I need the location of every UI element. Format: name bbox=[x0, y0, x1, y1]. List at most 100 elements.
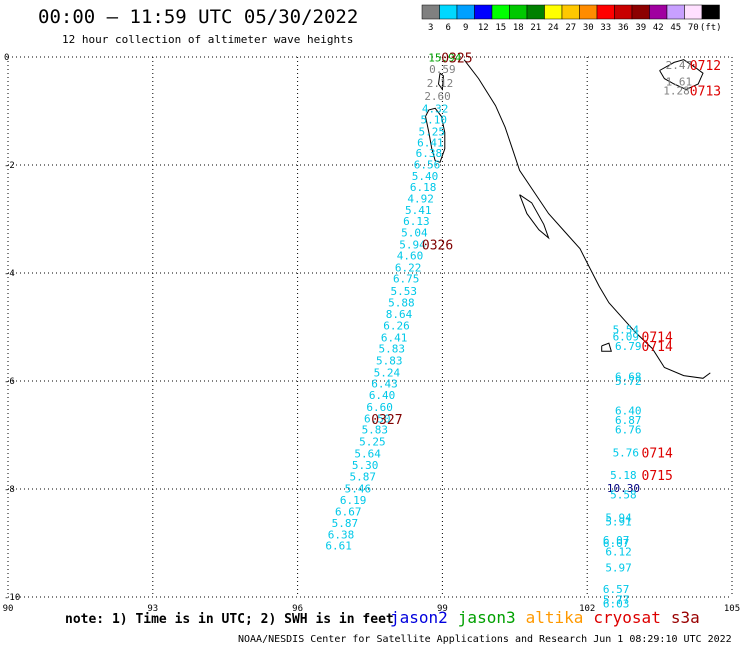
wave-height-label: 2.47 bbox=[666, 59, 693, 72]
wave-height-label: 5.72 bbox=[615, 375, 642, 388]
map-grid bbox=[7, 56, 733, 598]
wave-height-label: 1.61 bbox=[666, 75, 693, 88]
wave-height-label: 5.04 bbox=[401, 227, 428, 240]
wave-height-label: 5.25 bbox=[419, 126, 446, 139]
colorbar-label: 21 bbox=[530, 23, 541, 33]
wave-height-label: 6.07 bbox=[603, 534, 630, 547]
colorbar-swatch bbox=[456, 4, 475, 20]
wave-height-label: 10.30 bbox=[607, 482, 640, 495]
pass-time-label: 0715 bbox=[642, 469, 673, 484]
wave-height-label: 6.26 bbox=[383, 319, 410, 332]
colorbar-swatch bbox=[649, 4, 668, 20]
wave-height-label: 5.87 bbox=[332, 517, 359, 530]
wave-height-label: 4.92 bbox=[407, 192, 434, 205]
colorbar-label: 6 bbox=[446, 23, 451, 33]
wave-height-label: 5.10 bbox=[420, 114, 447, 127]
colorbar-swatch bbox=[596, 4, 615, 20]
wave-height-label: 5.94 bbox=[399, 238, 426, 251]
footer-note: note: 1) Time is in UTC; 2) SWH is in fe… bbox=[65, 612, 394, 627]
wave-height-label: 6.40 bbox=[369, 389, 396, 402]
coastline-segment bbox=[519, 194, 550, 240]
wave-height-label: 6.38 bbox=[416, 147, 443, 160]
wave-height-label: 5.94 bbox=[605, 512, 632, 525]
colorbar-label: 15 bbox=[495, 23, 506, 33]
colorbar-label: 3 bbox=[428, 23, 433, 33]
colorbar-swatch bbox=[614, 4, 633, 20]
wave-height-label: 6.40 bbox=[615, 405, 642, 418]
wave-height-label: 6.87 bbox=[615, 414, 642, 427]
wave-height-label: 6.43 bbox=[371, 378, 398, 391]
colorbar-label: 24 bbox=[548, 23, 559, 33]
y-tick-label: -4 bbox=[4, 269, 15, 279]
pass-time-label: 0712 bbox=[690, 59, 721, 74]
wave-height-label: 5.64 bbox=[354, 447, 381, 460]
x-tick-label: 105 bbox=[724, 604, 740, 614]
wave-height-label: 5.18 bbox=[610, 469, 637, 482]
wave-height-label: 5.40 bbox=[412, 170, 439, 183]
colorbar-label: 70 bbox=[688, 23, 699, 33]
satellite-legend-s3a: s3a bbox=[670, 608, 700, 627]
wave-height-label: 6.41 bbox=[417, 136, 444, 149]
satellite-legend-jason3: jason3 bbox=[457, 608, 516, 627]
colorbar-swatch bbox=[491, 4, 510, 20]
chart-subtitle: 12 hour collection of altimeter wave hei… bbox=[62, 33, 354, 46]
wave-height-label: 6.12 bbox=[605, 546, 632, 559]
satellite-legend-cryosat: cryosat bbox=[593, 608, 661, 627]
coastline-segment bbox=[601, 342, 612, 352]
wave-height-label: 5.83 bbox=[362, 424, 389, 437]
wave-height-label: 5.83 bbox=[376, 354, 403, 367]
coastline-segment bbox=[437, 72, 444, 91]
satellite-legend-altika: altika bbox=[525, 608, 584, 627]
wave-height-label: 6.03 bbox=[603, 597, 630, 610]
wave-height-label: 6.22 bbox=[395, 262, 422, 275]
pass-time-label: 0713 bbox=[690, 84, 721, 99]
wave-height-label: 4.60 bbox=[397, 250, 424, 263]
pass-time-label: 0714 bbox=[642, 340, 673, 355]
colorbar-swatch bbox=[666, 4, 685, 20]
colorbar-swatch bbox=[701, 4, 720, 20]
pass-time-label: 0327 bbox=[371, 413, 402, 428]
colorbar-swatch bbox=[579, 4, 598, 20]
satellite-legend-jason2: jason2 bbox=[390, 608, 448, 627]
colorbar-label: 36 bbox=[618, 23, 629, 33]
wave-height-label: 2.60 bbox=[424, 90, 451, 103]
wave-height-label: 1.28 bbox=[663, 84, 690, 97]
wave-height-label: 6.07 bbox=[603, 537, 630, 550]
wave-height-label: 5.25 bbox=[359, 435, 386, 448]
colorbar-label: 33 bbox=[600, 23, 611, 33]
wave-height-label: 6.09 bbox=[613, 331, 640, 344]
wave-height-label: 6.19 bbox=[340, 494, 367, 507]
colorbar-swatch bbox=[421, 4, 440, 20]
colorbar-swatch bbox=[509, 4, 528, 20]
wave-height-label: 5.77 bbox=[603, 594, 630, 607]
wave-height-tracks: 15.940.592.122.604.325.105.256.416.386.5… bbox=[325, 52, 692, 611]
coastline-segment bbox=[659, 59, 704, 90]
pass-time-label: 0326 bbox=[422, 238, 453, 253]
coastline-segment bbox=[425, 107, 446, 163]
wave-height-label: 5.58 bbox=[610, 488, 637, 501]
wave-height-label: 6.57 bbox=[603, 583, 630, 596]
wave-height-label: 4.32 bbox=[422, 102, 449, 115]
wave-height-label: 6.76 bbox=[615, 424, 642, 437]
wave-height-label: 5.91 bbox=[605, 515, 632, 528]
wave-height-label: 6.75 bbox=[393, 272, 420, 285]
colorbar-swatch bbox=[561, 4, 580, 20]
wave-height-label: 5.83 bbox=[378, 343, 405, 356]
color-scale-legend: 3 6 9 12 15 18 21 24 27 30 33 36 39 42 45 70 (ft) bbox=[421, 4, 722, 33]
wave-height-label: 6.50 bbox=[364, 412, 391, 425]
colorbar-swatch bbox=[684, 4, 703, 20]
colorbar-label: 30 bbox=[583, 23, 594, 33]
x-tick-label: 90 bbox=[3, 604, 14, 614]
colorbar-label: 27 bbox=[565, 23, 576, 33]
x-tick-label: 99 bbox=[437, 604, 448, 614]
colorbar-label: (ft) bbox=[700, 23, 722, 33]
wave-height-label: 6.67 bbox=[335, 506, 362, 519]
colorbar-label: 39 bbox=[635, 23, 646, 33]
pass-time-label: 0325 bbox=[441, 52, 472, 67]
wave-height-label: 6.68 bbox=[615, 371, 642, 384]
colorbar-label: 12 bbox=[478, 23, 489, 33]
colorbar-label: 45 bbox=[670, 23, 681, 33]
satellite-legend: jason2 jason3 altika cryosat s3a bbox=[390, 608, 710, 627]
wave-height-label: 6.18 bbox=[410, 181, 437, 194]
wave-height-label: 6.38 bbox=[328, 528, 355, 541]
